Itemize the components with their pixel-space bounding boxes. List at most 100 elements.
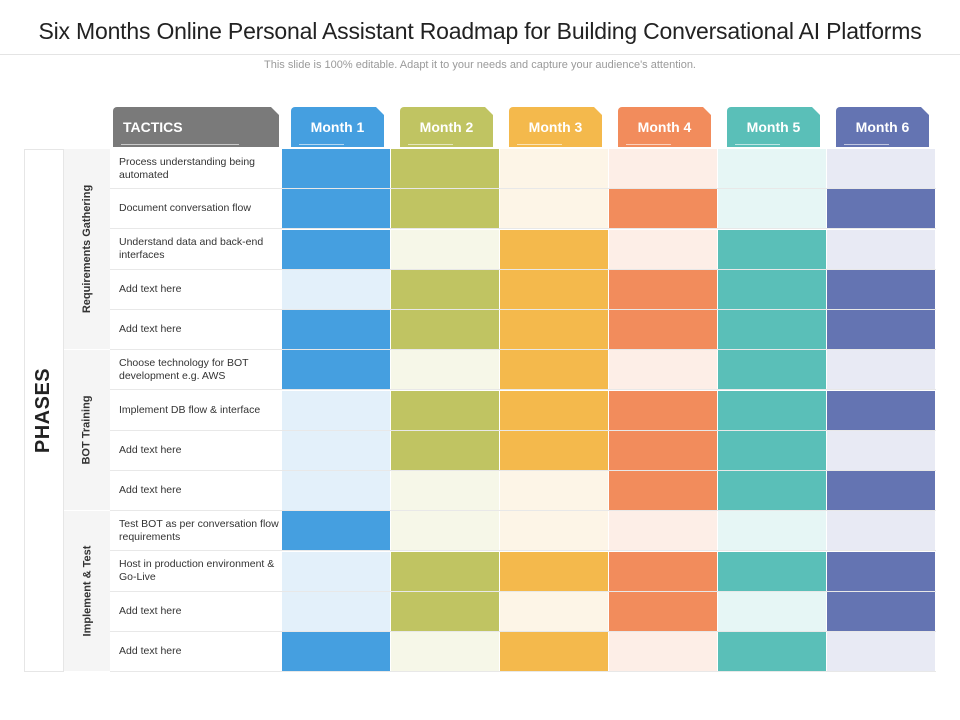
- month-header-label: Month 4: [637, 119, 692, 135]
- header-fold-corner: [812, 107, 820, 115]
- active-cell-month-1: [282, 632, 390, 671]
- inactive-cell-month-2: [391, 471, 499, 510]
- phase-group-label: Implement & Test: [64, 511, 110, 673]
- tactic-label: Process understanding being automated: [110, 149, 282, 188]
- inactive-cell-month-3: [500, 511, 608, 551]
- table-row: Test BOT as per conversation flow requir…: [110, 511, 936, 552]
- tactic-label: Host in production environment & Go-Live: [110, 551, 282, 591]
- table-row: Add text here: [110, 310, 936, 350]
- tactic-label: Add text here: [110, 430, 282, 470]
- inactive-cell-month-5: [718, 511, 826, 551]
- inactive-cell-month-5: [718, 591, 826, 631]
- phase-group-text: Implement & Test: [81, 545, 93, 637]
- tactic-label: Add text here: [110, 591, 282, 631]
- month-header-3: Month 3: [509, 107, 602, 147]
- active-cell-month-2: [391, 310, 499, 349]
- inactive-cell-month-5: [718, 189, 826, 229]
- tactics-header: TACTICS: [113, 107, 279, 147]
- table-row: Host in production environment & Go-Live: [110, 551, 936, 592]
- active-cell-month-1: [282, 310, 390, 349]
- header-underline: [408, 144, 453, 145]
- active-cell-month-2: [391, 269, 499, 309]
- header-underline: [517, 144, 562, 145]
- active-cell-month-6: [827, 591, 935, 631]
- month-header-5: Month 5: [727, 107, 820, 147]
- table-row: Add text here: [110, 430, 936, 471]
- inactive-cell-month-2: [391, 632, 499, 671]
- tactic-label: Add text here: [110, 310, 282, 349]
- active-cell-month-5: [718, 269, 826, 309]
- slide-title: Six Months Online Personal Assistant Roa…: [38, 18, 922, 44]
- inactive-cell-month-2: [391, 229, 499, 269]
- active-cell-month-6: [827, 471, 935, 510]
- active-cell-month-5: [718, 430, 826, 470]
- month-header-label: Month 5: [746, 119, 801, 135]
- inactive-cell-month-1: [282, 269, 390, 309]
- table-row: Implement DB flow & interface: [110, 390, 936, 431]
- active-cell-month-3: [500, 551, 608, 591]
- active-cell-month-4: [609, 551, 717, 591]
- active-cell-month-5: [718, 229, 826, 269]
- inactive-cell-month-4: [609, 511, 717, 551]
- active-cell-month-2: [391, 551, 499, 591]
- phases-label-wrap: PHASES: [24, 149, 64, 672]
- table-row: Choose technology for BOT development e.…: [110, 350, 936, 391]
- phase-group-text: BOT Training: [81, 395, 93, 465]
- month-header-2: Month 2: [400, 107, 493, 147]
- tactic-label: Add text here: [110, 632, 282, 671]
- inactive-cell-month-5: [718, 149, 826, 188]
- inactive-cell-month-4: [609, 632, 717, 671]
- active-cell-month-6: [827, 551, 935, 591]
- active-cell-month-4: [609, 189, 717, 229]
- active-cell-month-3: [500, 390, 608, 430]
- inactive-cell-month-6: [827, 632, 935, 671]
- table-row: Understand data and back-end interfaces: [110, 229, 936, 270]
- active-cell-month-5: [718, 390, 826, 430]
- month-header-label: Month 1: [310, 119, 365, 135]
- active-cell-month-6: [827, 189, 935, 229]
- active-cell-month-6: [827, 310, 935, 349]
- tactic-label: Document conversation flow: [110, 189, 282, 229]
- tactics-header-label: TACTICS: [123, 119, 183, 135]
- active-cell-month-4: [609, 390, 717, 430]
- inactive-cell-month-1: [282, 471, 390, 510]
- inactive-cell-month-6: [827, 149, 935, 188]
- active-cell-month-3: [500, 632, 608, 671]
- tactic-label: Choose technology for BOT development e.…: [110, 350, 282, 390]
- table-row: Document conversation flow: [110, 189, 936, 230]
- month-header-1: Month 1: [291, 107, 384, 147]
- active-cell-month-1: [282, 189, 390, 229]
- active-cell-month-2: [391, 390, 499, 430]
- table-row: Process understanding being automated: [110, 149, 936, 189]
- phase-group-label: BOT Training: [64, 350, 110, 512]
- active-cell-month-4: [609, 310, 717, 349]
- active-cell-month-5: [718, 632, 826, 671]
- table-row: Add text here: [110, 632, 936, 672]
- inactive-cell-month-6: [827, 511, 935, 551]
- phases-label: PHASES: [32, 367, 55, 454]
- month-header-label: Month 6: [855, 119, 910, 135]
- inactive-cell-month-1: [282, 430, 390, 470]
- month-header-6: Month 6: [836, 107, 929, 147]
- table-row: Add text here: [110, 269, 936, 310]
- inactive-cell-month-2: [391, 511, 499, 551]
- active-cell-month-3: [500, 430, 608, 470]
- active-cell-month-3: [500, 269, 608, 309]
- header-fold-corner: [271, 107, 279, 115]
- active-cell-month-6: [827, 390, 935, 430]
- header-underline: [844, 144, 889, 145]
- active-cell-month-4: [609, 471, 717, 510]
- header-underline: [626, 144, 671, 145]
- active-cell-month-2: [391, 189, 499, 229]
- phase-group-text: Requirements Gathering: [81, 184, 94, 314]
- tactic-label: Implement DB flow & interface: [110, 390, 282, 430]
- phase-group-label: Requirements Gathering: [64, 149, 110, 351]
- header-fold-corner: [921, 107, 929, 115]
- inactive-cell-month-4: [609, 149, 717, 188]
- active-cell-month-3: [500, 350, 608, 390]
- tactic-label: Add text here: [110, 471, 282, 510]
- tactic-label: Add text here: [110, 269, 282, 309]
- active-cell-month-4: [609, 591, 717, 631]
- inactive-cell-month-1: [282, 551, 390, 591]
- active-cell-month-3: [500, 310, 608, 349]
